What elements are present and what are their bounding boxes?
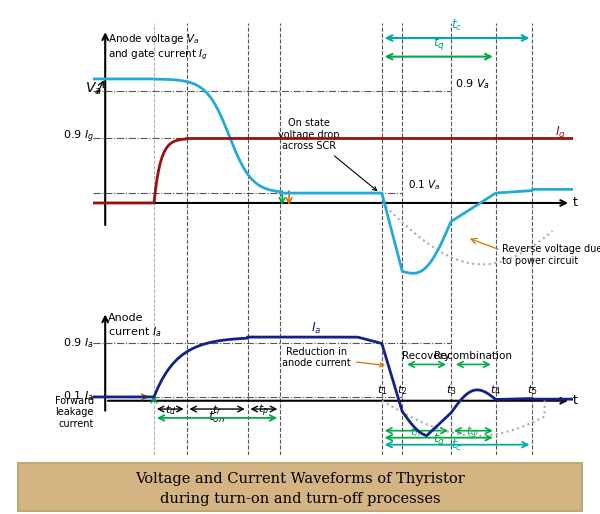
Text: On state
voltage drop
across SCR: On state voltage drop across SCR [278,118,377,191]
Text: $0.9\ I_g$: $0.9\ I_g$ [62,129,94,145]
Text: $t_5$: $t_5$ [527,383,538,397]
Text: $I_a$: $I_a$ [311,321,321,336]
Text: $0.9\ I_a$: $0.9\ I_a$ [63,336,94,350]
Text: $t_1$: $t_1$ [377,383,387,397]
Text: t: t [573,196,578,210]
Text: $t_3$: $t_3$ [446,383,456,397]
Text: $t_{on}$: $t_{on}$ [208,410,226,425]
Text: $0.9\ V_a$: $0.9\ V_a$ [455,78,490,91]
Text: $t_q$: $t_q$ [433,34,445,51]
Text: $t_{rr}$: $t_{rr}$ [410,425,423,439]
Text: t: t [573,394,578,407]
Text: Reduction in
anode current: Reduction in anode current [283,346,384,368]
Text: $t_p$: $t_p$ [259,402,269,419]
Text: $t_r$: $t_r$ [212,403,222,417]
FancyBboxPatch shape [18,463,582,511]
Text: $0.1\ V_a$: $0.1\ V_a$ [408,178,441,192]
Text: $t_{gr}$: $t_{gr}$ [466,425,481,441]
Text: $V_a$: $V_a$ [85,81,102,97]
Text: $t_c$: $t_c$ [451,438,463,453]
Text: $t_d$: $t_d$ [164,403,176,417]
Text: $t_2$: $t_2$ [397,383,407,397]
Text: Reverse voltage due
to power circuit: Reverse voltage due to power circuit [502,244,600,266]
Text: $I_g$: $I_g$ [554,124,566,141]
Text: Recombination: Recombination [434,351,512,361]
Text: Recovery: Recovery [403,351,451,361]
Text: Voltage and Current Waveforms of Thyristor: Voltage and Current Waveforms of Thyrist… [135,472,465,486]
Text: during turn-on and turn-off processes: during turn-on and turn-off processes [160,492,440,506]
Text: $t_c$: $t_c$ [451,18,463,33]
Text: $t_q$: $t_q$ [433,431,445,448]
Text: Anode voltage $V_a$
and gate current $I_g$: Anode voltage $V_a$ and gate current $I_… [109,32,208,62]
Text: $t_4$: $t_4$ [490,383,501,397]
Text: $0.1\ I_a$: $0.1\ I_a$ [63,390,94,403]
Text: Anode
current $I_a$: Anode current $I_a$ [107,313,161,339]
Text: Forward
leakage
current: Forward leakage current [55,396,94,429]
